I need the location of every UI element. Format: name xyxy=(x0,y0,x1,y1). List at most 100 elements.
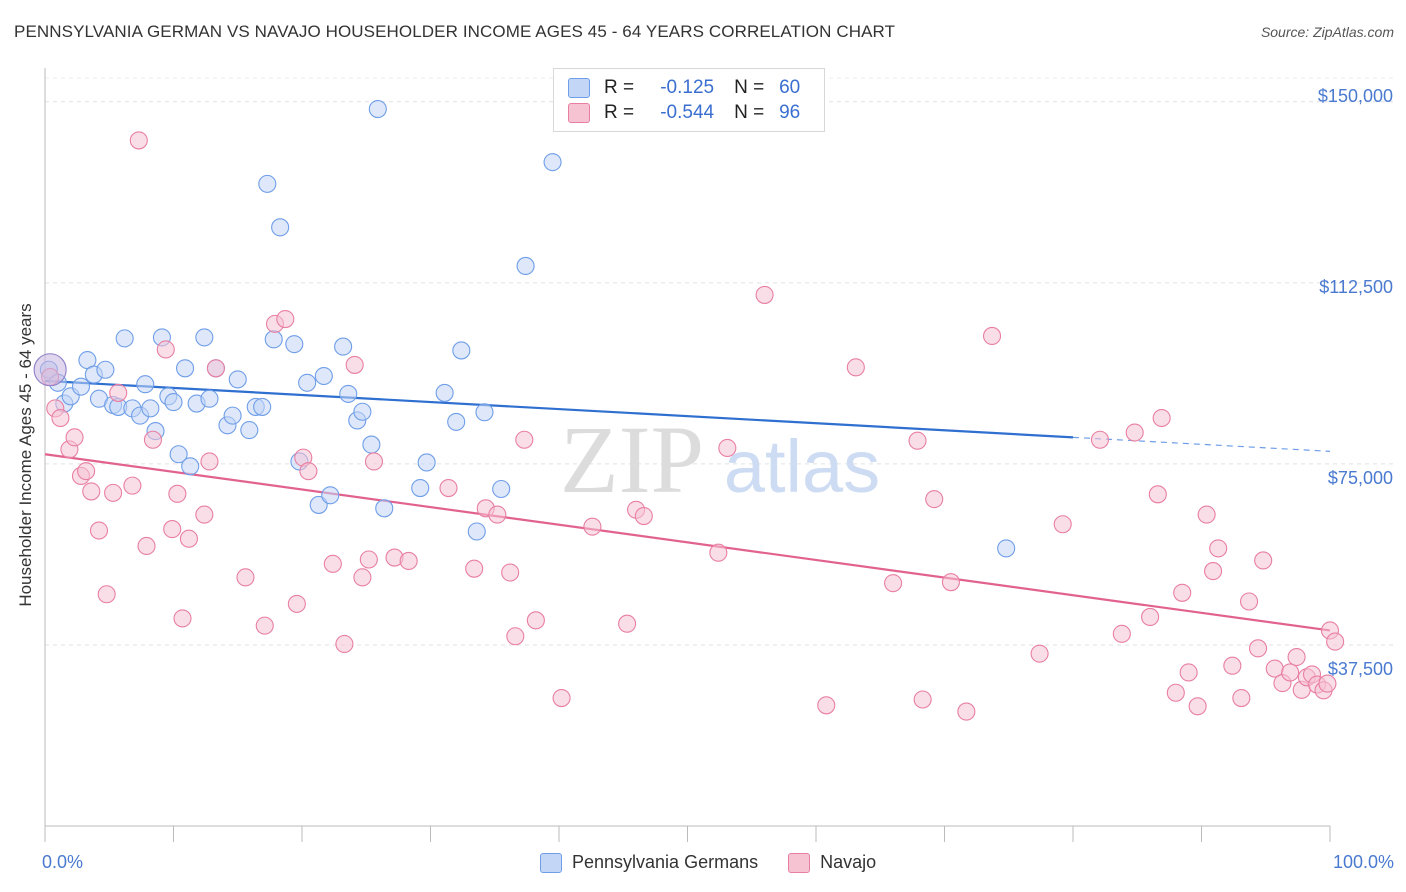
data-point xyxy=(115,329,134,348)
data-point xyxy=(359,550,378,569)
legend-swatch-pink xyxy=(568,103,590,123)
data-point xyxy=(488,505,507,524)
data-point xyxy=(467,522,486,541)
data-point xyxy=(543,153,562,172)
data-point xyxy=(709,543,728,562)
data-point xyxy=(1281,663,1300,682)
trend-line xyxy=(44,379,1074,439)
data-point xyxy=(515,430,534,449)
data-point xyxy=(334,337,353,356)
data-point xyxy=(195,505,214,524)
data-point xyxy=(96,360,115,379)
data-point xyxy=(1326,632,1345,651)
data-point xyxy=(435,383,454,402)
data-point xyxy=(255,616,274,635)
legend-row-navajo: R = -0.544 N = 96 xyxy=(568,101,800,125)
legend-row-pennsylvania-germans: R = -0.125 N = 60 xyxy=(568,76,800,100)
x-tick-label-max: 100.0% xyxy=(1332,852,1394,872)
data-point xyxy=(439,478,458,498)
data-point xyxy=(228,370,247,389)
data-point xyxy=(925,490,944,509)
data-point xyxy=(353,402,372,421)
data-point xyxy=(136,375,155,394)
legend-label: Pennsylvania Germans xyxy=(572,852,759,872)
data-point xyxy=(309,495,328,514)
correlation-legend: R = -0.125 N = 60 R = -0.544 N = 96 xyxy=(553,68,825,132)
data-point xyxy=(65,428,84,447)
data-point xyxy=(368,99,387,119)
data-point xyxy=(335,634,354,654)
data-point xyxy=(97,585,116,604)
data-point xyxy=(129,131,148,150)
data-point xyxy=(163,520,182,539)
legend-swatch-blue xyxy=(540,852,562,873)
data-point xyxy=(200,389,219,408)
data-point xyxy=(123,476,142,495)
data-point xyxy=(452,341,471,360)
data-point xyxy=(447,412,466,431)
data-point xyxy=(89,521,109,540)
data-point xyxy=(526,611,545,630)
data-point xyxy=(276,310,295,329)
data-point xyxy=(465,559,484,578)
data-point xyxy=(375,499,394,518)
legend-item-navajo[interactable]: Navajo xyxy=(788,852,876,873)
data-point xyxy=(82,482,101,501)
series-legend: Pennsylvania Germans Navajo xyxy=(540,852,906,873)
watermark-zip: ZIP xyxy=(560,406,704,513)
data-point xyxy=(181,457,200,476)
data-point xyxy=(339,384,358,403)
data-point xyxy=(104,483,123,502)
data-point xyxy=(1188,697,1207,716)
y-axis-label: Householder Income Ages 45 - 64 years xyxy=(16,303,35,607)
data-point xyxy=(77,462,96,481)
data-point xyxy=(1232,689,1251,708)
data-point xyxy=(1179,663,1198,682)
y-tick-label: $37,500 xyxy=(1327,659,1393,679)
data-point xyxy=(417,453,436,472)
data-point xyxy=(501,563,520,582)
data-point xyxy=(1318,674,1337,693)
trend-lines xyxy=(44,379,1331,632)
y-tick-label: $112,500 xyxy=(1319,277,1393,297)
r-label: R = xyxy=(604,77,635,98)
data-point xyxy=(552,689,571,708)
data-point xyxy=(264,330,283,349)
data-point xyxy=(345,355,364,374)
data-point xyxy=(1030,644,1049,663)
legend-item-pennsylvania-germans[interactable]: Pennsylvania Germans xyxy=(540,852,758,873)
data-point xyxy=(957,702,976,721)
y-tick-label: $75,000 xyxy=(1327,468,1393,488)
data-point xyxy=(141,399,160,418)
data-point xyxy=(846,358,865,377)
data-point xyxy=(1053,515,1072,534)
data-point xyxy=(156,340,175,359)
data-point xyxy=(817,696,836,715)
data-point xyxy=(982,326,1002,346)
data-point xyxy=(362,435,381,454)
chart-title: PENNSYLVANIA GERMAN VS NAVAJO HOUSEHOLDE… xyxy=(14,22,896,41)
trend-line-extension xyxy=(1072,436,1331,452)
data-point xyxy=(634,506,653,526)
data-point xyxy=(492,479,511,499)
data-point xyxy=(1112,624,1131,643)
data-point xyxy=(1239,592,1259,611)
data-point xyxy=(1173,583,1192,602)
data-point xyxy=(176,359,195,378)
data-point xyxy=(1197,505,1216,524)
data-point xyxy=(169,445,188,464)
data-point xyxy=(299,462,318,481)
data-point xyxy=(109,383,128,402)
watermark: ZIP atlas xyxy=(560,406,880,513)
n-label: N = xyxy=(734,77,765,98)
y-tick-label: $150,000 xyxy=(1317,86,1393,106)
x-axis xyxy=(44,68,1331,842)
watermark-atlas: atlas xyxy=(724,425,880,508)
data-point xyxy=(298,373,317,392)
source-label: Source: ZipAtlas.com xyxy=(1260,24,1394,40)
data-point xyxy=(164,393,183,412)
data-point xyxy=(258,174,277,193)
data-point xyxy=(1223,656,1242,675)
r-label: R = xyxy=(604,102,635,123)
data-point xyxy=(1166,683,1185,702)
